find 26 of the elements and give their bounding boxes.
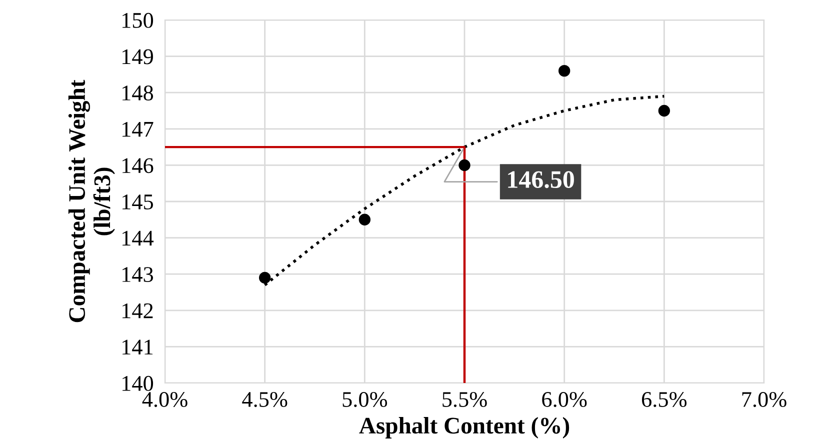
x-tick-label: 7.0% xyxy=(742,392,786,408)
x-tick-label: 4.5% xyxy=(242,392,288,408)
y-axis-title: Compacted Unit Weight (lb/ft3) xyxy=(68,80,115,322)
x-tick-label: 5.0% xyxy=(342,392,388,408)
y-tick-label: 145 xyxy=(122,194,154,210)
y-tick-label: 144 xyxy=(122,230,154,246)
y-tick-label: 147 xyxy=(122,122,154,137)
x-axis-title: Asphalt Content (%) xyxy=(359,417,570,438)
y-tick-label: 149 xyxy=(122,49,153,64)
y-tick-label: 146 xyxy=(122,158,154,174)
point xyxy=(358,214,371,226)
point xyxy=(258,272,271,284)
x-tick-label: 5.5% xyxy=(442,392,487,408)
y-tick-label: 148 xyxy=(122,86,154,101)
point xyxy=(458,159,470,172)
point xyxy=(558,64,570,77)
x-tick-label: 4.0% xyxy=(142,392,188,408)
point xyxy=(658,104,670,117)
y-tick-label: 141 xyxy=(122,340,153,354)
y-tick-label: 140 xyxy=(122,376,154,391)
annotation: 146.50 xyxy=(508,171,574,188)
y-tick-label: 143 xyxy=(122,267,154,282)
y-tick-label: 142 xyxy=(122,303,153,318)
x-tick-label: 6.0% xyxy=(542,392,587,408)
y-tick-label: 150 xyxy=(122,12,154,28)
x-tick-label: 6.5% xyxy=(642,392,687,408)
